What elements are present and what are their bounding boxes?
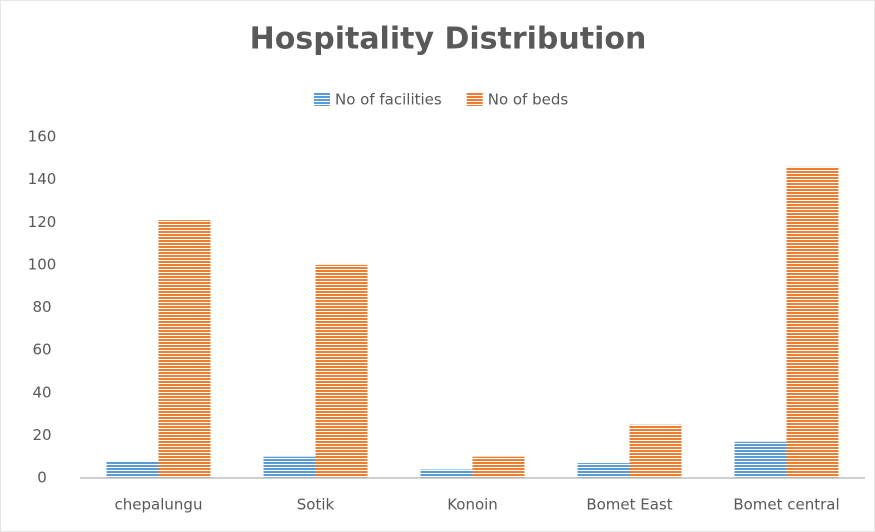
legend-swatch [466, 93, 483, 106]
bar [629, 424, 682, 478]
bar [734, 441, 787, 478]
y-tick-label: 100 [28, 255, 57, 273]
x-tick-label: chepalungu [115, 496, 203, 514]
y-tick-label: 60 [32, 341, 51, 359]
bar [577, 463, 630, 478]
legend-label: No of beds [488, 91, 569, 109]
x-tick-label: Sotik [297, 496, 335, 514]
bar [158, 220, 211, 478]
legend-label: No of facilities [335, 91, 442, 109]
y-tick-label: 140 [28, 170, 57, 188]
bar [106, 460, 159, 478]
bar [786, 166, 839, 478]
bar [420, 469, 473, 478]
y-tick-label: 20 [32, 426, 51, 444]
x-tick-label: Bomet East [586, 496, 672, 514]
x-tick-label: Bomet central [733, 496, 839, 514]
x-tick-label: Konoin [447, 496, 498, 514]
y-tick-label: 120 [28, 213, 57, 231]
y-tick-label: 40 [32, 383, 51, 401]
y-tick-label: 80 [32, 298, 51, 316]
bar [315, 264, 368, 478]
chart-title: Hospitality Distribution [250, 22, 647, 57]
y-tick-label: 0 [37, 469, 47, 487]
y-tick-label: 160 [28, 128, 57, 146]
bar [263, 456, 316, 478]
legend-swatch [314, 93, 330, 106]
bar [472, 456, 525, 478]
